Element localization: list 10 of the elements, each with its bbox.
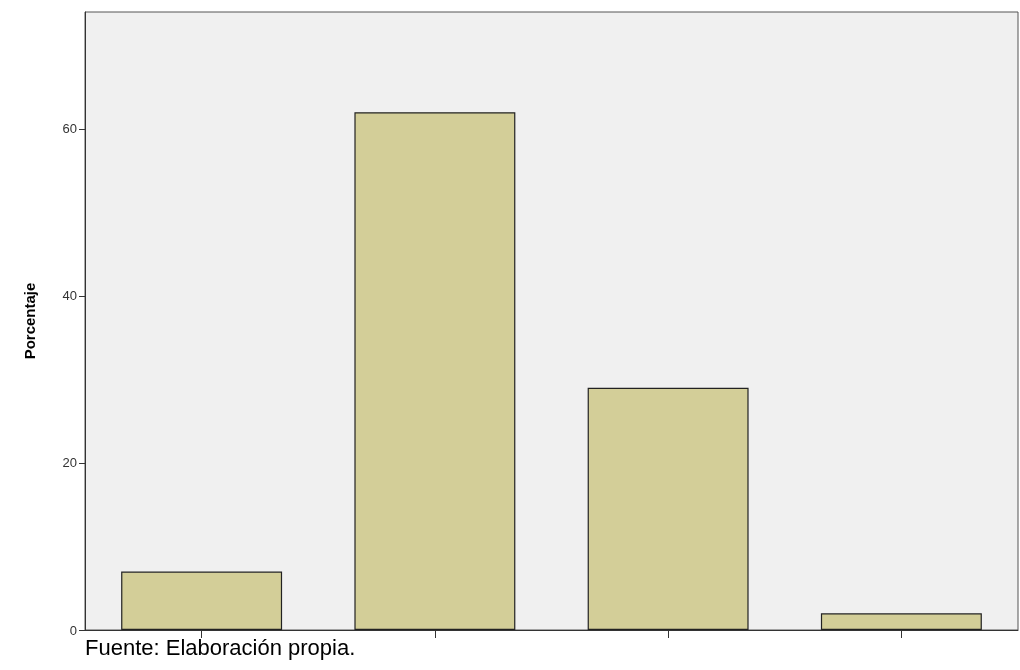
y-tick-label: 0: [69, 622, 77, 638]
source-note: Fuente: Elaboración propia.: [85, 634, 356, 660]
bar: [820, 613, 982, 630]
bar: [121, 571, 283, 630]
y-axis-title: Porcentaje: [21, 282, 38, 360]
bar: [587, 387, 749, 630]
y-tick-label: 60: [62, 121, 77, 137]
y-tick-label: 20: [62, 455, 77, 471]
bar: [354, 112, 516, 630]
y-tick-label: 40: [62, 288, 77, 304]
